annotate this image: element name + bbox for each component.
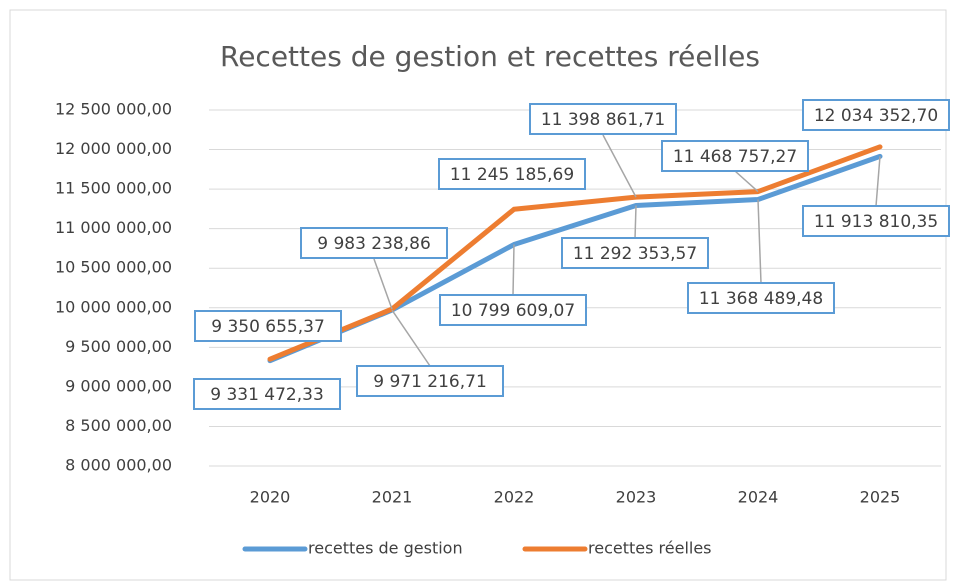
y-tick-label: 12 000 000,00 xyxy=(55,139,172,158)
data-label-box xyxy=(439,294,587,326)
x-tick-label: 2023 xyxy=(616,488,657,507)
y-tick-label: 11 500 000,00 xyxy=(55,179,172,198)
y-tick-label: 9 000 000,00 xyxy=(65,376,172,395)
leader-line xyxy=(875,156,881,207)
y-tick-label: 12 500 000,00 xyxy=(55,100,172,119)
legend-label: recettes de gestion xyxy=(308,539,463,558)
chart-title: Recettes de gestion et recettes réelles xyxy=(220,40,760,73)
y-tick-label: 9 500 000,00 xyxy=(65,337,172,356)
leader-line xyxy=(391,309,431,367)
leader-line xyxy=(602,134,637,198)
leader-line xyxy=(373,258,393,310)
data-label: 9 983 238,86 xyxy=(317,234,431,254)
data-label-box xyxy=(300,227,448,259)
x-tick-label: 2020 xyxy=(250,488,291,507)
data-label-box xyxy=(687,282,835,314)
legend-label: recettes réelles xyxy=(588,539,712,558)
x-tick-label: 2021 xyxy=(372,488,413,507)
data-label-box xyxy=(661,140,809,172)
y-tick-label: 8 500 000,00 xyxy=(65,416,172,435)
leader-line xyxy=(634,205,637,240)
series-line xyxy=(267,144,883,362)
data-label: 11 398 861,71 xyxy=(541,110,665,130)
data-label-box xyxy=(802,99,950,131)
data-label: 12 034 352,70 xyxy=(814,106,938,126)
data-label: 11 368 489,48 xyxy=(699,289,823,309)
x-tick-label: 2022 xyxy=(494,488,535,507)
data-label-box xyxy=(193,378,341,410)
y-tick-label: 8 000 000,00 xyxy=(65,456,172,475)
data-label: 9 971 216,71 xyxy=(373,372,487,392)
leader-line xyxy=(734,170,759,193)
data-label-box xyxy=(802,205,950,237)
data-label: 9 350 655,37 xyxy=(211,317,325,337)
data-label-box xyxy=(356,365,504,397)
data-label: 11 913 810,35 xyxy=(814,212,938,232)
data-label: 10 799 609,07 xyxy=(451,301,575,321)
x-tick-label: 2024 xyxy=(738,488,779,507)
leader-line xyxy=(757,199,762,284)
data-label-box xyxy=(529,103,677,135)
y-tick-label: 10 500 000,00 xyxy=(55,258,172,277)
data-label: 11 468 757,27 xyxy=(673,147,797,167)
data-label: 11 292 353,57 xyxy=(573,244,697,264)
data-label: 9 331 472,33 xyxy=(210,385,324,405)
x-tick-label: 2025 xyxy=(860,488,901,507)
data-label-box xyxy=(561,237,709,269)
data-label-box xyxy=(438,158,586,190)
data-label: 11 245 185,69 xyxy=(450,165,574,185)
data-label-box xyxy=(194,310,342,342)
y-tick-label: 11 000 000,00 xyxy=(55,218,172,237)
leader-line xyxy=(512,244,515,296)
y-tick-label: 10 000 000,00 xyxy=(55,297,172,316)
